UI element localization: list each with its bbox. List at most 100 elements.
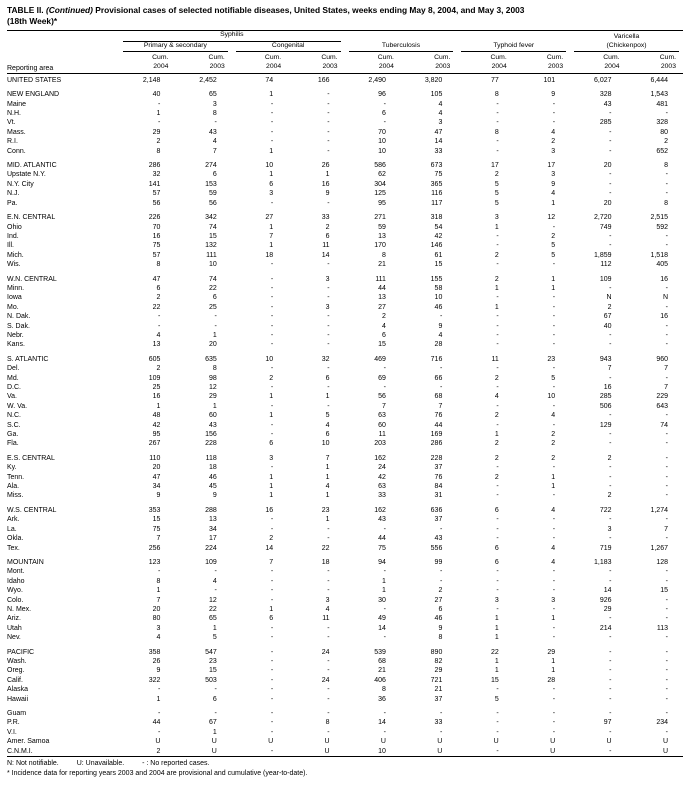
reporting-area-cell: V.I. — [7, 728, 17, 736]
cell-value: - — [552, 710, 556, 717]
cell-value: - — [270, 331, 274, 339]
cell-value: 22 — [490, 648, 499, 656]
cell-value: 18 — [321, 558, 330, 566]
cell-value: 14 — [378, 624, 386, 632]
cell-value: - — [327, 91, 330, 99]
cell-value: U — [493, 738, 499, 746]
cell-value: - — [270, 421, 274, 429]
cell-value: 68 — [434, 393, 443, 401]
cell-value: 2 — [494, 454, 499, 462]
cell-value: - — [665, 657, 668, 665]
cell-value: - — [327, 331, 330, 339]
cell-value: 1 — [494, 284, 499, 292]
cum-year-header-row: Cum. 2004 Cum. 2003 Cum. 2004 Cum. 2003 Cum. 2004… — [7, 52, 683, 74]
cell-value: - — [665, 634, 668, 642]
cell-value: 1 — [551, 483, 556, 491]
cell-value: 547 — [205, 648, 217, 656]
cell-value: 5 — [212, 634, 217, 642]
cell-value: 286 — [430, 440, 443, 448]
cell-value: 29 — [434, 667, 443, 675]
cell-value: - — [327, 568, 330, 576]
cell-value: 44 — [434, 421, 443, 429]
cell-value: - — [383, 119, 386, 127]
cell-value: 592 — [656, 223, 668, 231]
cell-value: 47 — [434, 128, 443, 136]
cell-value: 1 — [551, 284, 556, 292]
cell-value: 228 — [205, 440, 217, 448]
cell-value: 481 — [656, 100, 668, 108]
cell-value: - — [665, 568, 668, 576]
reporting-area-cell: Hawaii — [7, 695, 29, 703]
cell-value: 3 — [212, 100, 217, 108]
cell-value: 155 — [430, 275, 443, 283]
cell-value: 2 — [494, 275, 499, 283]
cell-value: 8 — [494, 91, 499, 99]
cell-value: 6 — [494, 558, 499, 566]
cell-value: 22 — [152, 303, 161, 311]
cell-value: 95 — [378, 199, 386, 207]
cell-value: 10 — [378, 747, 386, 755]
cell-value: 6 — [269, 180, 274, 188]
cell-value: - — [327, 686, 330, 694]
cell-value: - — [327, 365, 330, 373]
table-title: TABLE II. (Continued) Provisional cases … — [7, 5, 683, 27]
table-row: Ohio 70 74 1 2 59 54 1 - 749 592 — [7, 223, 683, 232]
cell-value: 63 — [378, 483, 386, 491]
cell-value: 57 — [152, 251, 161, 259]
cell-value: 113 — [656, 624, 668, 632]
reporting-area-cell: P.R. — [7, 719, 20, 727]
cell-value: - — [496, 147, 499, 155]
cell-value: 3 — [156, 624, 161, 632]
reporting-area-cell: E.N. CENTRAL — [7, 214, 56, 222]
cell-value: 37 — [434, 695, 443, 703]
reporting-area-label: Reporting area — [7, 64, 54, 72]
reporting-area-cell: Ind. — [7, 232, 19, 240]
cell-value: 7 — [156, 535, 161, 543]
cell-value: - — [270, 596, 274, 604]
cell-value: - — [496, 232, 499, 240]
table-row: La. 75 34 - - - - - - 3 7 — [7, 525, 683, 534]
cell-value: - — [270, 577, 274, 585]
cell-value: 43 — [208, 128, 217, 136]
cum-year-header: Cum. 2004 — [570, 52, 627, 74]
cell-value: 33 — [321, 214, 330, 222]
cell-value: 63 — [378, 412, 386, 420]
cell-value: - — [609, 747, 612, 755]
cell-value: - — [327, 128, 330, 136]
table-row: S.C. 42 43 - 4 60 44 - - 129 74 — [7, 421, 683, 430]
cell-value: 2 — [494, 251, 499, 259]
cell-value: - — [665, 190, 668, 198]
cell-value: 61 — [434, 251, 443, 259]
cell-value: - — [552, 535, 556, 543]
cell-value: 14 — [603, 587, 612, 595]
cell-value: 112 — [600, 261, 612, 269]
cell-value: 128 — [656, 558, 668, 566]
cell-value: 2 — [438, 587, 443, 595]
table-week-label: (18th Week)* — [7, 16, 58, 27]
reporting-area-cell: Mass. — [7, 128, 26, 136]
reporting-area-cell: Utah — [7, 624, 22, 632]
table-row: Amer. Samoa U U U U U U U U U U — [7, 737, 683, 746]
cell-value: 11 — [378, 431, 386, 439]
cell-value: 141 — [148, 180, 161, 188]
cell-value: 3 — [438, 119, 443, 127]
cell-value: U — [662, 747, 668, 755]
reporting-area-cell: Nebr. — [7, 331, 24, 339]
cell-value: U — [211, 747, 217, 755]
varicella-label: Varicella — [613, 33, 640, 41]
table-row: PACIFIC 358 547 - 24 539 890 22 29 - - — [7, 643, 683, 657]
cell-value: 2 — [551, 454, 556, 462]
cell-value: 43 — [603, 100, 612, 108]
cum-year-header: Cum. 2004 — [119, 52, 176, 74]
table-row: UNITED STATES 2,148 2,452 74 166 2,490 3,820 77… — [7, 73, 683, 85]
cell-value: 162 — [374, 454, 386, 462]
cell-value: - — [665, 171, 668, 179]
cell-value: 288 — [205, 506, 217, 514]
cell-value: 17 — [208, 535, 217, 543]
cell-value: 118 — [205, 454, 217, 462]
cell-value: 11 — [322, 242, 330, 250]
cell-value: - — [552, 365, 556, 373]
cell-value: - — [665, 284, 668, 292]
reporting-area-cell: NEW ENGLAND — [7, 91, 60, 99]
cell-value: 304 — [374, 180, 386, 188]
